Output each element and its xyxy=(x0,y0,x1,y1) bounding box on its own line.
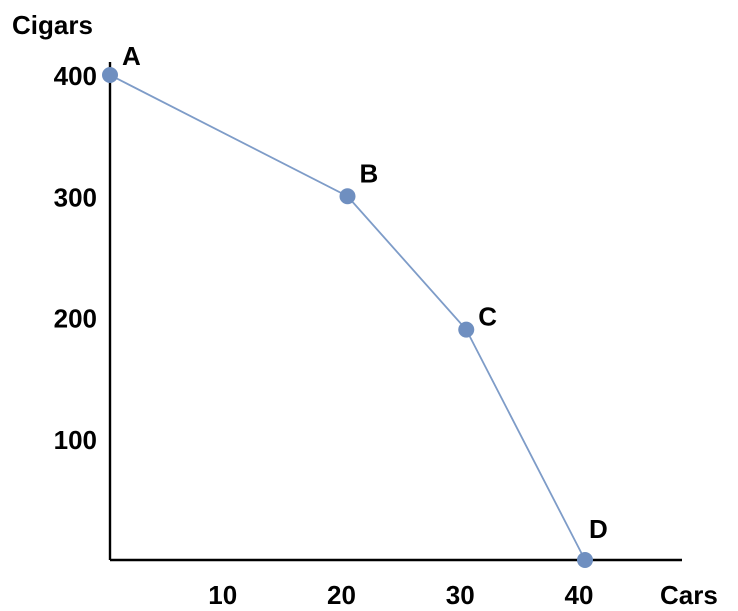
data-point-a xyxy=(102,67,118,83)
point-labels: A B C D xyxy=(122,41,608,544)
y-tick-label: 200 xyxy=(54,304,97,334)
x-axis-label: Cars xyxy=(660,580,718,610)
y-axis-label: Cigars xyxy=(12,10,93,40)
ppf-curve xyxy=(109,74,586,561)
x-tick-label: 10 xyxy=(208,580,237,610)
x-tick-label: 20 xyxy=(327,580,356,610)
x-tick-label: 40 xyxy=(565,580,594,610)
data-point-d xyxy=(577,552,593,568)
x-tick-label: 30 xyxy=(446,580,475,610)
data-points xyxy=(102,67,593,568)
y-tick-label: 400 xyxy=(54,61,97,91)
data-point-b xyxy=(339,188,356,205)
x-tick-labels: 10 20 30 40 xyxy=(208,580,593,610)
data-point-c xyxy=(458,321,475,338)
point-label-c: C xyxy=(478,302,497,332)
point-label-a: A xyxy=(122,41,141,71)
y-tick-label: 100 xyxy=(54,425,97,455)
y-tick-labels: 100 200 300 400 xyxy=(54,61,97,455)
point-label-d: D xyxy=(589,514,608,544)
point-label-b: B xyxy=(360,158,379,188)
y-tick-label: 300 xyxy=(54,182,97,212)
